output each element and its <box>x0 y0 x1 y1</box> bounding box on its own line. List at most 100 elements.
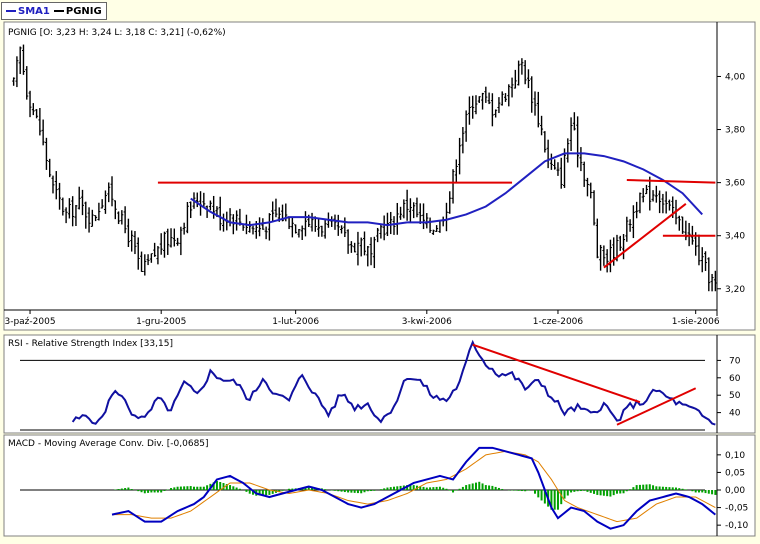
macd-hist-bar <box>370 490 372 491</box>
macd-hist-bar <box>596 490 598 495</box>
chart-legend: SMA1 PGNIG <box>1 2 107 20</box>
macd-hist-bar <box>593 490 595 494</box>
macd-hist-bar <box>652 485 654 490</box>
macd-hist-bar <box>429 487 431 490</box>
macd-hist-bar <box>150 490 152 492</box>
macd-hist-bar <box>131 489 133 490</box>
macd-hist-bar <box>373 490 375 491</box>
macd-hist-bar <box>537 490 539 497</box>
macd-hist-bar <box>488 485 490 490</box>
macd-hist-bar <box>468 484 470 490</box>
macd-hist-bar <box>455 490 457 491</box>
macd-hist-bar <box>445 489 447 490</box>
macd-hist-bar <box>124 488 126 490</box>
price-x-tick-label: 3-paź-2005 <box>4 317 55 327</box>
legend-item-sma[interactable]: SMA1 <box>6 6 50 17</box>
macd-hist-bar <box>449 490 451 491</box>
macd-hist-bar <box>452 490 454 492</box>
macd-hist-bar <box>347 490 349 492</box>
macd-hist-bar <box>659 487 661 490</box>
macd-hist-bar <box>567 490 569 496</box>
macd-hist-bar <box>646 484 648 490</box>
macd-hist-bar <box>472 483 474 490</box>
macd-hist-bar <box>423 487 425 490</box>
macd-hist-bar <box>364 490 366 492</box>
price-x-tick-label: 1-lut-2006 <box>272 317 319 327</box>
macd-hist-bar <box>570 490 572 492</box>
macd-hist-bar <box>239 489 241 490</box>
macd-hist-bar <box>462 487 464 490</box>
macd-hist-bar <box>367 490 369 491</box>
macd-hist-bar <box>475 483 477 490</box>
macd-hist-bar <box>219 482 221 490</box>
macd-hist-bar <box>245 490 247 492</box>
price-x-tick-label: 1-sie-2006 <box>672 317 720 327</box>
macd-hist-bar <box>163 490 165 491</box>
price-panel <box>4 22 755 330</box>
macd-y-tick-label: 0,05 <box>725 468 745 478</box>
macd-hist-bar <box>665 487 667 490</box>
macd-hist-bar <box>685 489 687 490</box>
macd-hist-bar <box>586 490 588 492</box>
rsi-panel <box>4 335 755 433</box>
price-x-tick-label: 3-kwi-2006 <box>402 317 452 327</box>
macd-hist-bar <box>498 488 500 490</box>
rsi-y-tick-label: 70 <box>729 356 741 366</box>
macd-hist-bar <box>137 490 139 491</box>
macd-hist-bar <box>642 485 644 490</box>
macd-hist-bar <box>288 489 290 490</box>
legend-label-pgnig: PGNIG <box>66 6 102 17</box>
macd-hist-bar <box>632 487 634 490</box>
macd-hist-bar <box>482 483 484 490</box>
macd-hist-bar <box>465 485 467 490</box>
macd-hist-bar <box>337 490 339 491</box>
macd-y-tick-label: 0,10 <box>725 451 745 461</box>
macd-hist-bar <box>600 490 602 495</box>
rsi-y-tick-label: 40 <box>729 409 741 419</box>
macd-hist-bar <box>708 490 710 494</box>
macd-hist-bar <box>357 490 359 493</box>
macd-hist-bar <box>557 490 559 510</box>
macd-hist-bar <box>265 490 267 495</box>
macd-hist-bar <box>691 490 693 491</box>
macd-hist-bar <box>157 490 159 492</box>
macd-hist-bar <box>121 489 123 490</box>
macd-hist-bar <box>193 487 195 490</box>
macd-hist-bar <box>573 490 575 492</box>
macd-hist-bar <box>495 487 497 490</box>
macd-hist-bar <box>186 486 188 490</box>
macd-hist-bar <box>232 486 234 490</box>
macd-hist-bar <box>675 488 677 490</box>
macd-hist-bar <box>678 488 680 490</box>
macd-hist-bar <box>714 490 716 495</box>
macd-hist-bar <box>541 490 543 500</box>
macd-hist-bar <box>380 489 382 490</box>
macd-hist-bar <box>180 487 182 490</box>
macd-hist-bar <box>141 490 143 492</box>
macd-hist-bar <box>344 490 346 492</box>
macd-hist-bar <box>701 490 703 492</box>
price-y-tick-label: 4,00 <box>725 72 745 82</box>
legend-item-pgnig[interactable]: PGNIG <box>54 6 102 17</box>
macd-hist-bar <box>580 490 582 491</box>
macd-hist-bar <box>426 488 428 490</box>
macd-hist-bar <box>154 490 156 492</box>
macd-hist-bar <box>350 490 352 493</box>
macd-hist-bar <box>360 490 362 493</box>
macd-hist-bar <box>629 489 631 490</box>
macd-hist-bar <box>432 487 434 490</box>
macd-panel-title: MACD - Moving Average Conv. Div. [-0,068… <box>8 439 209 449</box>
macd-hist-bar <box>521 490 523 491</box>
macd-hist-bar <box>354 490 356 493</box>
macd-hist-bar <box>524 490 526 491</box>
macd-hist-bar <box>268 490 270 495</box>
macd-hist-bar <box>216 481 218 490</box>
macd-hist-bar <box>554 490 556 510</box>
legend-label-sma: SMA1 <box>18 6 50 17</box>
macd-hist-bar <box>183 486 185 490</box>
macd-hist-bar <box>626 490 628 491</box>
macd-hist-bar <box>485 485 487 490</box>
macd-hist-bar <box>144 490 146 493</box>
